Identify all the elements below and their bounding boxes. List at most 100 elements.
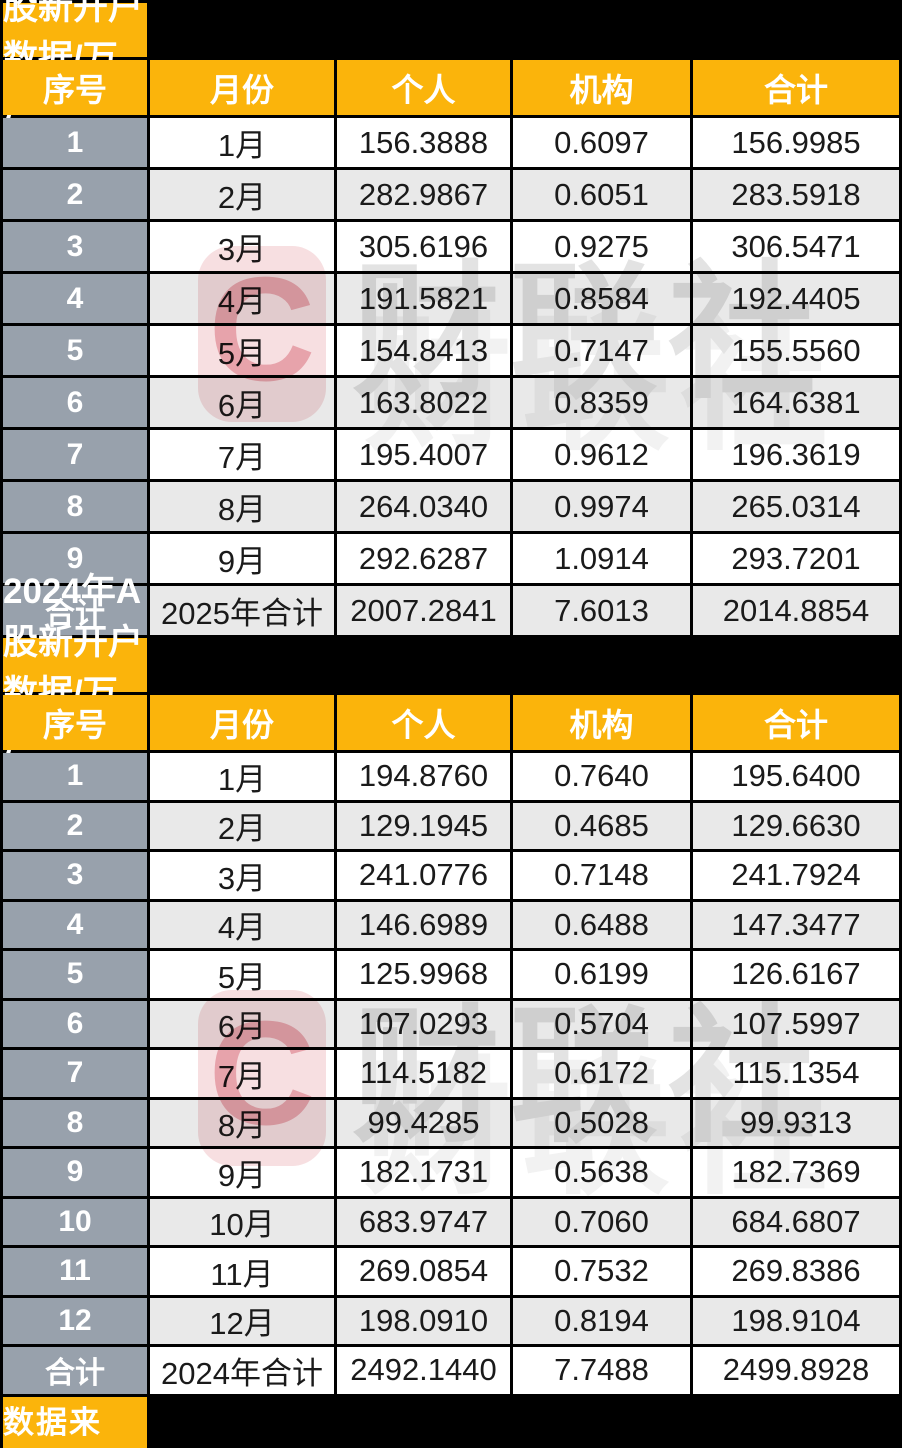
- index-cell: 7: [3, 430, 147, 479]
- value-cell: 0.7640: [513, 753, 690, 800]
- month-cell: 4月: [150, 274, 334, 323]
- value-cell: 195.4007: [337, 430, 510, 479]
- value-cell: 0.5028: [513, 1099, 690, 1146]
- month-cell: 2月: [150, 802, 334, 849]
- month-cell: 10月: [150, 1198, 334, 1245]
- table-row: 6 6月 163.8022 0.8359 164.6381: [3, 378, 899, 427]
- value-cell: 269.8386: [693, 1248, 899, 1295]
- index-cell: 6: [3, 1000, 147, 1047]
- value-cell: 2014.8854: [693, 586, 899, 635]
- value-cell: 99.4285: [337, 1099, 510, 1146]
- month-cell: 7月: [150, 1050, 334, 1097]
- table-row: 8 8月 99.4285 0.5028 99.9313: [3, 1099, 899, 1146]
- header-cell: 个人: [337, 60, 510, 115]
- header-cell: 机构: [513, 695, 690, 750]
- month-cell: 7月: [150, 430, 334, 479]
- table-row: 7 7月 195.4007 0.9612 196.3619: [3, 430, 899, 479]
- index-cell: 合计: [3, 586, 147, 635]
- month-cell: 12月: [150, 1297, 334, 1344]
- table-row: 10 10月 683.9747 0.7060 684.6807: [3, 1198, 899, 1245]
- table-row: 9 9月 182.1731 0.5638 182.7369: [3, 1149, 899, 1196]
- value-cell: 282.9867: [337, 170, 510, 219]
- value-cell: 0.8584: [513, 274, 690, 323]
- value-cell: 7.6013: [513, 586, 690, 635]
- value-cell: 0.8194: [513, 1297, 690, 1344]
- value-cell: 2499.8928: [693, 1347, 899, 1394]
- month-cell: 3月: [150, 222, 334, 271]
- table-row: 8 8月 264.0340 0.9974 265.0314: [3, 482, 899, 531]
- month-cell: 2月: [150, 170, 334, 219]
- value-cell: 241.0776: [337, 852, 510, 899]
- index-cell: 4: [3, 274, 147, 323]
- value-cell: 129.6630: [693, 802, 899, 849]
- value-cell: 107.0293: [337, 1000, 510, 1047]
- value-cell: 0.9974: [513, 482, 690, 531]
- month-cell: 5月: [150, 951, 334, 998]
- month-cell: 6月: [150, 1000, 334, 1047]
- value-cell: 2492.1440: [337, 1347, 510, 1394]
- value-cell: 126.6167: [693, 951, 899, 998]
- value-cell: 125.9968: [337, 951, 510, 998]
- table-row: 2 2月 129.1945 0.4685 129.6630: [3, 802, 899, 849]
- data-source-note: 数据来源： 上交所: [3, 1396, 147, 1448]
- value-cell: 198.0910: [337, 1297, 510, 1344]
- month-cell: 8月: [150, 482, 334, 531]
- table-row: 12 12月 198.0910 0.8194 198.9104: [3, 1297, 899, 1344]
- value-cell: 241.7924: [693, 852, 899, 899]
- month-cell: 6月: [150, 378, 334, 427]
- value-cell: 155.5560: [693, 326, 899, 375]
- title-row-2025: 2025年A股新开户数据/万户: [3, 0, 899, 129]
- value-cell: 265.0314: [693, 482, 899, 531]
- index-cell: 9: [3, 1149, 147, 1196]
- header-cell: 月份: [150, 60, 334, 115]
- month-cell: 2024年合计: [150, 1347, 334, 1394]
- value-cell: 2007.2841: [337, 586, 510, 635]
- header-row-2025: 序号 月份 个人 机构 合计: [3, 60, 899, 115]
- value-cell: 0.6172: [513, 1050, 690, 1097]
- table-row: 1 1月 156.3888 0.6097 156.9985: [3, 118, 899, 167]
- value-cell: 293.7201: [693, 534, 899, 583]
- table-row: 3 3月 241.0776 0.7148 241.7924: [3, 852, 899, 899]
- index-cell: 3: [3, 852, 147, 899]
- table-body-2025: 1 1月 156.3888 0.6097 156.9985 2 2月 282.9867 0.60…: [3, 118, 899, 635]
- table-row: 11 11月 269.0854 0.7532 269.8386: [3, 1248, 899, 1295]
- value-cell: 99.9313: [693, 1099, 899, 1146]
- month-cell: 9月: [150, 534, 334, 583]
- value-cell: 0.6199: [513, 951, 690, 998]
- table-row: 7 7月 114.5182 0.6172 115.1354: [3, 1050, 899, 1097]
- value-cell: 0.9612: [513, 430, 690, 479]
- value-cell: 0.8359: [513, 378, 690, 427]
- month-cell: 3月: [150, 852, 334, 899]
- index-cell: 1: [3, 753, 147, 800]
- value-cell: 684.6807: [693, 1198, 899, 1245]
- table-row: 5 5月 125.9968 0.6199 126.6167: [3, 951, 899, 998]
- table-row: 5 5月 154.8413 0.7147 155.5560: [3, 326, 899, 375]
- value-cell: 0.5638: [513, 1149, 690, 1196]
- value-cell: 0.6051: [513, 170, 690, 219]
- month-cell: 5月: [150, 326, 334, 375]
- index-cell: 8: [3, 482, 147, 531]
- value-cell: 292.6287: [337, 534, 510, 583]
- value-cell: 114.5182: [337, 1050, 510, 1097]
- value-cell: 0.7148: [513, 852, 690, 899]
- index-cell: 12: [3, 1297, 147, 1344]
- index-cell: 7: [3, 1050, 147, 1097]
- value-cell: 0.7532: [513, 1248, 690, 1295]
- value-cell: 0.6097: [513, 118, 690, 167]
- header-cell: 合计: [693, 695, 899, 750]
- table-row: 1 1月 194.8760 0.7640 195.6400: [3, 753, 899, 800]
- table-row: 4 4月 146.6989 0.6488 147.3477: [3, 901, 899, 948]
- index-cell: 10: [3, 1198, 147, 1245]
- table-title-2025: 2025年A股新开户数据/万户: [3, 0, 147, 129]
- month-cell: 2025年合计: [150, 586, 334, 635]
- value-cell: 0.6488: [513, 901, 690, 948]
- value-cell: 164.6381: [693, 378, 899, 427]
- index-cell: 6: [3, 378, 147, 427]
- value-cell: 147.3477: [693, 901, 899, 948]
- value-cell: 146.6989: [337, 901, 510, 948]
- table-body-2024: 1 1月 194.8760 0.7640 195.6400 2 2月 129.1945 0.46…: [3, 753, 899, 1394]
- value-cell: 154.8413: [337, 326, 510, 375]
- table-title-2024: 2024年A股新开户数据/万户: [3, 572, 147, 764]
- index-cell: 2: [3, 170, 147, 219]
